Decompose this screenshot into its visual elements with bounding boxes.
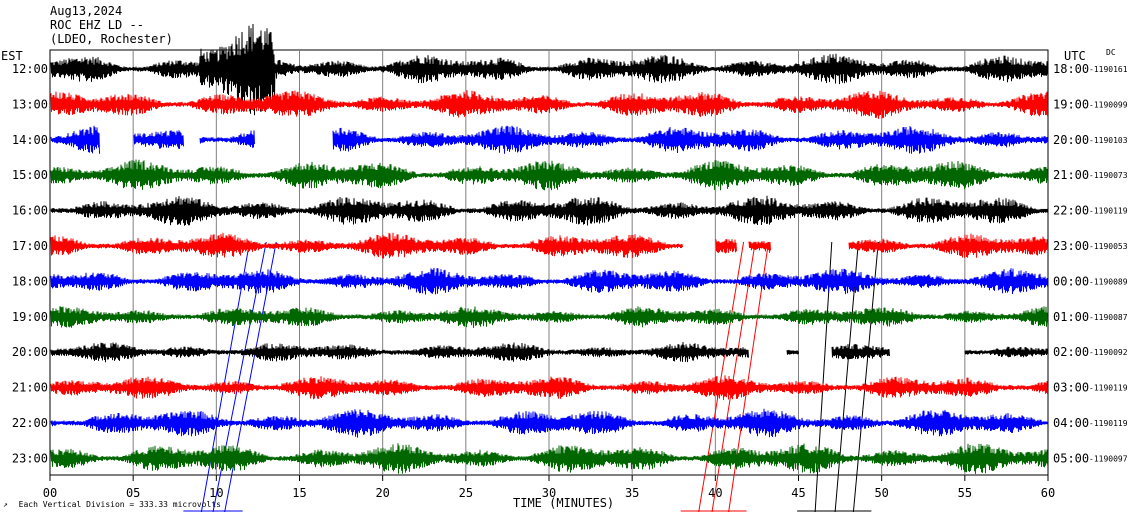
dc-offset-label: -1190073 [1089, 171, 1128, 180]
event-arrival-line [834, 241, 859, 513]
scale-footer: ↗ Each Vertical Division = 333.33 microv… [3, 500, 221, 509]
x-axis-title: TIME (MINUTES) [513, 496, 615, 510]
trace-2100 [50, 375, 1048, 400]
chart-subtitle: (LDEO, Rochester) [50, 32, 173, 46]
est-hour-label: 15:00 [12, 168, 48, 182]
dc-offset-label: -1190092 [1089, 348, 1128, 357]
est-hour-label: 23:00 [12, 451, 48, 465]
dc-offset-label: -1190087 [1089, 313, 1128, 322]
trace-1300 [50, 90, 1048, 119]
x-tick-label: 15 [292, 486, 306, 500]
x-tick-label: 55 [958, 486, 972, 500]
utc-hour-label: 21:00 [1053, 168, 1089, 182]
x-tick-label: 05 [126, 486, 140, 500]
trace-2300 [50, 443, 1048, 474]
footer-mark: ↗ [3, 500, 8, 509]
trace-1400 [50, 125, 1048, 154]
chart-title: ROC EHZ LD -- [50, 18, 144, 32]
x-tick-label: 35 [625, 486, 639, 500]
chart-date: Aug13,2024 [50, 4, 123, 18]
est-hour-label: 14:00 [12, 133, 48, 147]
x-tick-label: 45 [791, 486, 805, 500]
x-tick-label: 60 [1041, 486, 1055, 500]
dc-offset-label: -1190089 [1089, 277, 1128, 286]
est-hour-label: 12:00 [12, 62, 48, 76]
event-arrival-line [200, 241, 251, 513]
trace-1200 [50, 23, 1048, 116]
trace-1600 [50, 195, 1048, 226]
right-timezone-label: UTC [1064, 49, 1086, 63]
dc-offset-label: -1190097 [1089, 454, 1128, 463]
x-tick-label: 40 [708, 486, 722, 500]
event-arrival-line [852, 241, 879, 513]
est-hour-label: 21:00 [12, 381, 48, 395]
dc-offset-label: -1190119 [1089, 384, 1128, 393]
trace-1800 [50, 267, 1048, 295]
utc-hour-label: 20:00 [1053, 133, 1089, 147]
footer-text: Each Vertical Division = 333.33 microvol… [18, 500, 221, 509]
x-tick-label: 10 [209, 486, 223, 500]
est-hour-label: 17:00 [12, 239, 48, 253]
est-hour-label: 22:00 [12, 416, 48, 430]
est-hour-label: 16:00 [12, 204, 48, 218]
trace-2000 [50, 342, 1048, 363]
est-hour-label: 13:00 [12, 97, 48, 111]
utc-hour-label: 03:00 [1053, 381, 1089, 395]
utc-hour-label: 01:00 [1053, 310, 1089, 324]
x-tick-label: 00 [43, 486, 57, 500]
trace-1700 [50, 232, 1048, 259]
trace-1900 [50, 306, 1048, 328]
utc-hour-label: 19:00 [1053, 97, 1089, 111]
utc-hour-label: 02:00 [1053, 345, 1089, 359]
utc-hour-label: 00:00 [1053, 274, 1089, 288]
dc-offset-label: -1190161 [1089, 65, 1128, 74]
est-hour-label: 20:00 [12, 345, 48, 359]
x-tick-label: 50 [874, 486, 888, 500]
utc-hour-label: 05:00 [1053, 451, 1089, 465]
trace-2200 [50, 408, 1048, 438]
event-arrival-line [698, 241, 745, 513]
dc-offset-label: -1190103 [1089, 136, 1128, 145]
dc-label: DC [1106, 48, 1116, 57]
trace-1500 [50, 159, 1048, 191]
dc-offset-label: -1190119 [1089, 207, 1128, 216]
dc-offset-label: -1190119 [1089, 419, 1128, 428]
event-arrival-line [711, 241, 756, 513]
utc-hour-label: 23:00 [1053, 239, 1089, 253]
est-hour-label: 19:00 [12, 310, 48, 324]
x-tick-label: 20 [375, 486, 389, 500]
utc-hour-label: 04:00 [1053, 416, 1089, 430]
utc-hour-label: 18:00 [1053, 62, 1089, 76]
dc-offset-label: -1190099 [1089, 100, 1128, 109]
est-hour-label: 18:00 [12, 274, 48, 288]
x-tick-label: 30 [542, 486, 556, 500]
x-tick-label: 25 [459, 486, 473, 500]
dc-offset-label: -1190053 [1089, 242, 1128, 251]
left-timezone-label: EST [1, 49, 23, 63]
utc-hour-label: 22:00 [1053, 204, 1089, 218]
